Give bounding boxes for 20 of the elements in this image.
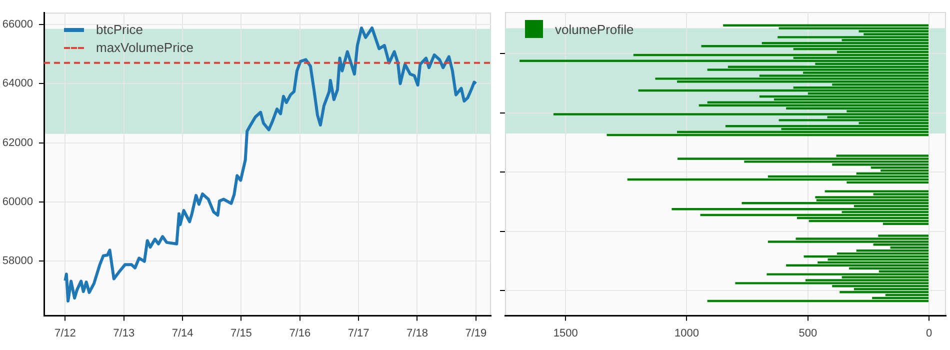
legend-label: maxVolumePrice (96, 40, 194, 56)
x-tick-label: 7/12 (54, 327, 76, 340)
y-tick-label: 62000 (2, 136, 33, 149)
x-tick-label: 0 (926, 327, 932, 340)
x-tick-label: 500 (798, 327, 818, 340)
x-tick-label: 7/18 (406, 327, 428, 340)
x-tick-label: 7/19 (465, 327, 487, 340)
x-tick-label: 7/17 (348, 327, 370, 340)
x-tick-label: 7/13 (113, 327, 135, 340)
y-tick-label: 64000 (2, 78, 33, 90)
legend-label: volumeProfile (555, 22, 634, 36)
x-tick-label: 7/14 (172, 327, 194, 340)
y-tick-label: 60000 (2, 196, 33, 208)
y-tick-label: 58000 (2, 255, 33, 268)
y-tick-label: 66000 (2, 18, 33, 30)
x-tick-label: 7/15 (230, 327, 252, 340)
x-tick-label: 7/16 (289, 327, 311, 340)
x-tick-label: 1000 (674, 327, 699, 340)
x-tick-label: 1500 (553, 327, 578, 340)
legend-label: btcPrice (96, 22, 143, 38)
